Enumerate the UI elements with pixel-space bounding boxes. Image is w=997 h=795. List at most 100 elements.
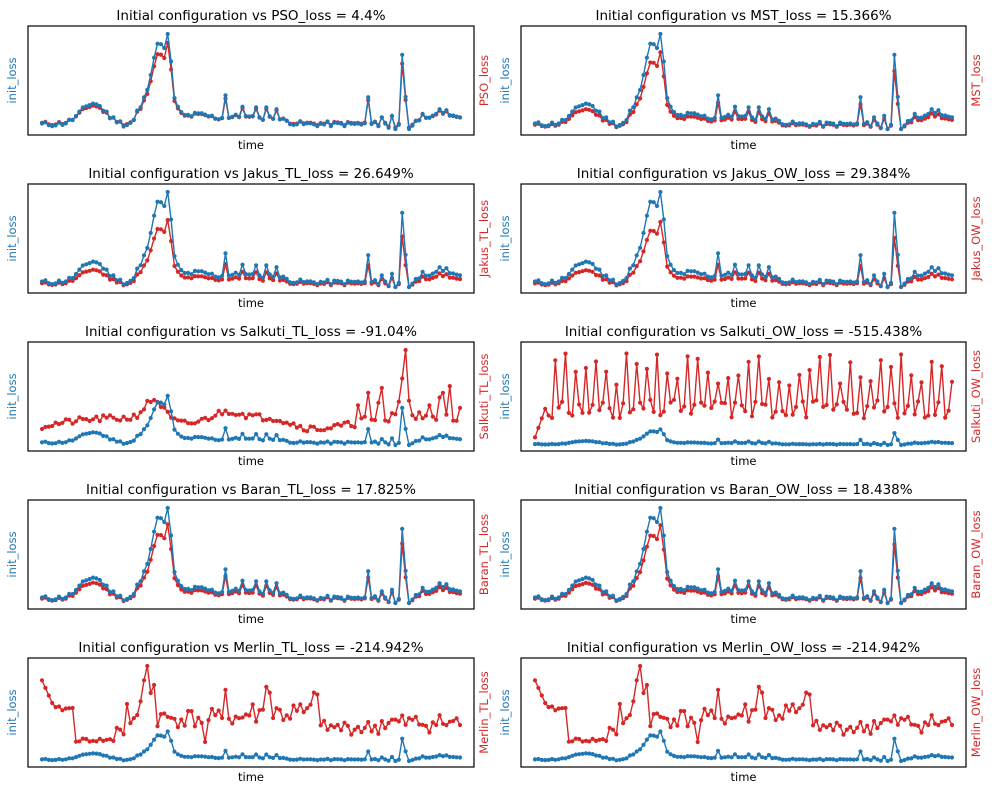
data-point [305, 429, 310, 434]
data-point [451, 718, 456, 724]
data-point [682, 276, 687, 281]
data-point [46, 441, 51, 446]
data-point [158, 200, 163, 205]
data-point [668, 109, 673, 114]
data-point [420, 111, 425, 116]
data-point [233, 586, 238, 591]
data-point [148, 557, 153, 562]
data-point [383, 121, 388, 126]
data-point [165, 189, 170, 195]
data-point [848, 724, 853, 730]
data-point [668, 270, 673, 275]
data-point [804, 596, 809, 601]
data-point [756, 752, 761, 757]
data-point [831, 407, 836, 412]
data-point [719, 755, 724, 760]
data-point [631, 407, 636, 412]
y-axis-label-right: Jakus_OW_loss [969, 196, 983, 281]
data-point [675, 116, 680, 121]
data-point [199, 588, 204, 593]
data-point [145, 245, 150, 250]
data-point [861, 442, 867, 447]
data-point [654, 519, 660, 525]
data-point [203, 589, 208, 594]
data-point [726, 275, 731, 280]
data-point [56, 422, 62, 427]
data-point [658, 714, 663, 720]
data-point [94, 414, 99, 419]
data-point [705, 278, 711, 283]
data-point [403, 347, 408, 353]
data-point [118, 119, 123, 124]
data-point [709, 756, 714, 761]
data-point [318, 723, 323, 728]
data-point [230, 272, 235, 277]
data-point [46, 693, 51, 698]
data-point [243, 755, 248, 760]
data-point [60, 420, 65, 425]
data-point [247, 588, 252, 593]
data-point [885, 404, 890, 410]
data-point [379, 385, 384, 391]
data-point [532, 435, 538, 440]
data-point [597, 273, 602, 278]
data-point [257, 412, 262, 417]
data-point [328, 124, 333, 129]
data-point [260, 591, 265, 597]
data-point [192, 421, 197, 426]
data-point [420, 585, 425, 590]
data-point [213, 437, 218, 442]
data-point [423, 413, 429, 418]
data-point [386, 283, 391, 288]
data-point [631, 752, 636, 757]
data-point [291, 596, 296, 602]
data-point [878, 599, 883, 604]
data-point [43, 424, 48, 430]
data-point [237, 755, 242, 760]
series-Merlin_OW_loss [532, 663, 955, 745]
data-point [457, 115, 463, 120]
data-point [855, 757, 860, 762]
chart-title: Initial configuration vs Baran_TL_loss =… [86, 482, 416, 498]
data-point [128, 439, 133, 445]
data-point [658, 729, 663, 734]
data-point [943, 590, 948, 595]
data-point [722, 755, 728, 760]
data-point [162, 405, 167, 410]
data-point [787, 442, 792, 447]
data-point [379, 115, 384, 120]
data-point [186, 421, 191, 426]
data-point [736, 712, 741, 717]
data-point [240, 578, 245, 583]
data-point [905, 118, 911, 124]
data-point [831, 728, 836, 733]
data-point [749, 441, 755, 446]
data-point [932, 721, 938, 726]
data-point [654, 231, 660, 236]
data-point [909, 118, 914, 123]
x-axis-label: time [731, 612, 757, 626]
plot-frame [27, 657, 475, 768]
data-point [654, 711, 660, 716]
data-point [196, 269, 201, 274]
data-point [451, 418, 456, 423]
data-point [617, 757, 622, 762]
data-point [665, 96, 670, 101]
data-point [838, 278, 843, 283]
data-point [729, 114, 734, 119]
data-point [722, 272, 728, 277]
data-point [135, 415, 140, 420]
data-point [355, 279, 361, 284]
data-point [868, 731, 873, 736]
data-point [216, 408, 221, 413]
data-point [315, 282, 320, 287]
data-point [546, 597, 551, 602]
data-point [107, 274, 113, 279]
data-point [899, 126, 904, 132]
data-point [213, 274, 218, 279]
data-point [162, 45, 167, 51]
data-point [152, 682, 157, 688]
data-point [104, 415, 109, 420]
data-point [627, 272, 633, 277]
data-point [247, 713, 252, 718]
